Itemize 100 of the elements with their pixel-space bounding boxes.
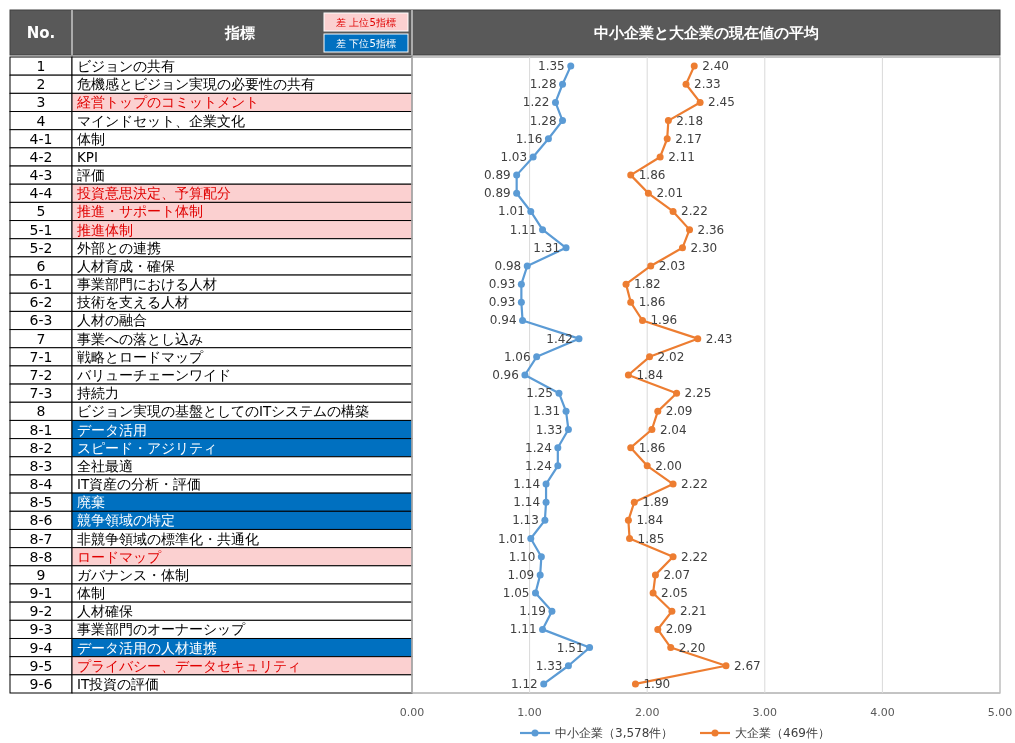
legend-label: 中小企業（3,578件） [555, 726, 674, 740]
data-label: 2.22 [681, 477, 708, 492]
data-label: 0.89 [483, 168, 511, 183]
data-label: 1.03 [500, 149, 528, 164]
data-label: 2.22 [681, 204, 708, 219]
data-label: 1.96 [650, 313, 678, 328]
data-label: 0.93 [488, 295, 516, 310]
y-tick-label: 持続力 [77, 385, 119, 402]
data-label: 2.11 [668, 149, 695, 164]
data-label: 2.33 [694, 77, 721, 92]
point [562, 407, 570, 415]
y-tick-label: プライバシー、データセキュリティ [77, 657, 301, 674]
data-label: 1.05 [502, 586, 530, 601]
data-label: 0.98 [494, 258, 522, 273]
y-tick-label: 評価 [77, 167, 105, 184]
point [554, 444, 562, 452]
text: 7-1 [29, 348, 53, 365]
data-label: 1.11 [509, 622, 537, 637]
data-label: 2.18 [676, 113, 704, 128]
point [663, 135, 671, 143]
text: 差 下位5指標 [336, 37, 396, 49]
x-tick-label: 4.00 [870, 705, 895, 719]
point [537, 553, 545, 561]
point [521, 371, 529, 379]
point [664, 117, 672, 125]
data-label: 1.31 [533, 404, 561, 419]
text: 9 [36, 566, 46, 583]
text: 9-4 [29, 639, 53, 656]
point [648, 426, 656, 434]
y-tick-label: スピード・アジリティ [77, 439, 217, 456]
point [627, 298, 635, 306]
point [567, 62, 575, 70]
point [559, 80, 567, 88]
point [540, 680, 548, 688]
point [631, 680, 639, 688]
point [554, 462, 562, 470]
y-tick-label: 体制 [77, 130, 105, 147]
point [627, 171, 635, 179]
point [529, 153, 537, 161]
point [669, 480, 677, 488]
chart-title: 中小企業と大企業の現在値の平均 [593, 23, 819, 42]
legend-label: 大企業（469件） [735, 726, 830, 740]
text: 4-4 [29, 185, 53, 202]
data-label: 1.82 [634, 277, 661, 292]
data-label: 2.22 [681, 549, 708, 564]
point [564, 662, 572, 670]
y-tick-label: 危機感とビジョン実現の必要性の共有 [77, 76, 315, 93]
point [517, 298, 525, 306]
text: 8-7 [29, 530, 53, 547]
text: 差 上位5指標 [336, 16, 396, 28]
text: 6-3 [29, 312, 53, 329]
data-label: 1.01 [498, 531, 525, 546]
data-label: 1.84 [636, 368, 664, 382]
data-label: 2.02 [657, 349, 685, 364]
y-tick-label: 競争領域の特定 [77, 512, 175, 529]
point [644, 189, 652, 197]
point [562, 244, 570, 252]
data-label: 1.13 [512, 513, 539, 528]
text: 5-1 [29, 221, 53, 238]
data-label: 1.89 [642, 495, 669, 510]
data-label: 0.93 [488, 277, 516, 292]
data-label: 2.17 [675, 131, 702, 146]
text: 6-2 [29, 294, 53, 311]
point [694, 335, 702, 343]
data-label: 2.20 [678, 640, 706, 655]
y-tick-label: 人材育成・確保 [77, 257, 175, 274]
point [517, 280, 525, 288]
data-label: 1.24 [525, 440, 552, 455]
point [722, 662, 730, 670]
text: 7-3 [29, 385, 53, 402]
data-label: 1.28 [529, 77, 557, 92]
text: 9-3 [29, 621, 53, 638]
data-label: 1.14 [513, 477, 541, 492]
text: 4 [36, 112, 46, 129]
data-label: 2.07 [663, 567, 691, 582]
point [643, 462, 651, 470]
text: 3 [36, 94, 46, 111]
point [513, 189, 521, 197]
point [533, 353, 541, 361]
y-tick-label: 推進体制 [77, 221, 133, 238]
data-label: 2.05 [661, 586, 688, 601]
y-tick-label: ガバナンス・体制 [77, 566, 189, 583]
point [686, 226, 694, 234]
text: 8-4 [29, 476, 53, 493]
data-label: 1.42 [546, 331, 573, 346]
point [531, 589, 539, 597]
data-label: 1.25 [526, 386, 553, 401]
text: 8-8 [29, 548, 53, 565]
text: 8-6 [29, 512, 53, 529]
y-tick-label: KPI [77, 148, 98, 165]
point [624, 371, 632, 379]
point [669, 553, 677, 561]
data-label: 0.96 [492, 368, 519, 382]
data-label: 1.14 [513, 495, 541, 510]
y-tick-label: バリューチェーンワイド [76, 367, 231, 383]
point [622, 280, 630, 288]
y-tick-label: 人材確保 [77, 603, 133, 620]
point [668, 607, 676, 615]
data-label: 2.25 [684, 386, 712, 401]
text: 7 [36, 330, 46, 347]
